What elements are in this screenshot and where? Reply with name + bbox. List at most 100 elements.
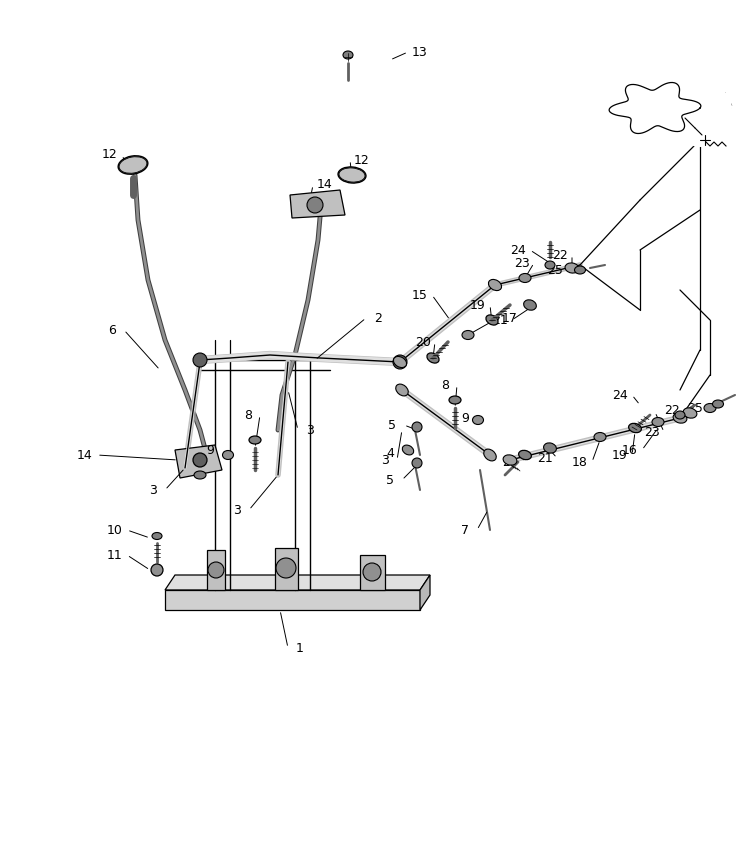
- Text: 24: 24: [612, 388, 628, 402]
- Polygon shape: [165, 575, 430, 590]
- Text: 20: 20: [415, 335, 431, 349]
- Ellipse shape: [545, 261, 555, 269]
- Ellipse shape: [519, 451, 532, 460]
- Text: 14: 14: [77, 449, 93, 462]
- Polygon shape: [420, 575, 430, 610]
- Text: 23: 23: [514, 256, 530, 269]
- Ellipse shape: [565, 263, 579, 273]
- Text: 25: 25: [547, 263, 563, 276]
- Ellipse shape: [339, 168, 365, 182]
- Circle shape: [363, 563, 381, 581]
- Ellipse shape: [118, 156, 148, 174]
- Polygon shape: [360, 555, 385, 590]
- Ellipse shape: [472, 416, 484, 424]
- Ellipse shape: [486, 315, 498, 325]
- Polygon shape: [609, 82, 701, 133]
- Ellipse shape: [683, 408, 697, 418]
- Circle shape: [608, 86, 652, 130]
- Text: 8: 8: [244, 409, 252, 422]
- Ellipse shape: [393, 357, 407, 368]
- Circle shape: [412, 422, 422, 432]
- Circle shape: [646, 101, 694, 149]
- Text: 3: 3: [381, 453, 389, 467]
- Text: 12: 12: [102, 149, 118, 162]
- Text: 19: 19: [612, 449, 628, 462]
- Ellipse shape: [396, 384, 408, 396]
- Text: 9: 9: [206, 444, 214, 457]
- Ellipse shape: [343, 51, 353, 59]
- Text: 21: 21: [537, 451, 553, 464]
- Text: 1: 1: [296, 641, 304, 654]
- Ellipse shape: [462, 331, 474, 339]
- Text: 2: 2: [374, 311, 382, 325]
- Text: 18: 18: [572, 456, 588, 469]
- Text: 23: 23: [644, 426, 660, 439]
- Circle shape: [678, 103, 722, 147]
- Ellipse shape: [712, 400, 723, 408]
- Text: 19: 19: [470, 298, 486, 311]
- Ellipse shape: [338, 167, 366, 183]
- Text: 21: 21: [492, 314, 508, 327]
- Ellipse shape: [704, 404, 716, 412]
- Circle shape: [648, 68, 688, 108]
- Text: 3: 3: [233, 504, 241, 516]
- Text: 5: 5: [386, 474, 394, 486]
- Ellipse shape: [484, 449, 496, 461]
- Text: 6: 6: [108, 323, 116, 337]
- Circle shape: [208, 562, 224, 578]
- Text: 10: 10: [107, 523, 123, 536]
- Circle shape: [151, 564, 163, 576]
- Text: 14: 14: [317, 179, 333, 192]
- Ellipse shape: [544, 443, 556, 453]
- Ellipse shape: [402, 445, 414, 455]
- Ellipse shape: [519, 274, 531, 282]
- Ellipse shape: [489, 280, 502, 291]
- Text: コントロールバルブ: コントロールバルブ: [674, 90, 726, 100]
- Polygon shape: [290, 190, 345, 218]
- Text: 7: 7: [461, 523, 469, 536]
- Text: 25: 25: [687, 402, 703, 415]
- Text: 8: 8: [441, 379, 449, 392]
- Ellipse shape: [119, 156, 147, 174]
- Text: 20: 20: [502, 456, 518, 469]
- Polygon shape: [275, 548, 298, 590]
- Text: 16: 16: [622, 444, 638, 457]
- Text: 9: 9: [461, 411, 469, 424]
- Ellipse shape: [673, 413, 687, 423]
- Text: 4: 4: [386, 446, 394, 459]
- Ellipse shape: [675, 411, 685, 419]
- Polygon shape: [175, 445, 222, 478]
- Circle shape: [393, 355, 407, 369]
- Ellipse shape: [575, 266, 586, 274]
- Circle shape: [307, 197, 323, 213]
- Ellipse shape: [194, 471, 206, 479]
- Ellipse shape: [249, 436, 261, 444]
- Circle shape: [193, 353, 207, 367]
- Text: 22: 22: [664, 404, 680, 416]
- Text: 3: 3: [149, 483, 157, 497]
- Ellipse shape: [223, 451, 234, 459]
- Ellipse shape: [629, 423, 641, 433]
- Text: Control Valve: Control Valve: [668, 101, 732, 111]
- Text: 24: 24: [510, 244, 526, 256]
- Text: 17: 17: [502, 311, 518, 325]
- Text: 3: 3: [306, 423, 314, 437]
- Text: 5: 5: [388, 418, 396, 432]
- Circle shape: [193, 453, 207, 467]
- Ellipse shape: [427, 353, 439, 363]
- Text: 13: 13: [412, 45, 428, 58]
- Text: 15: 15: [412, 288, 428, 302]
- Polygon shape: [165, 590, 420, 610]
- Circle shape: [622, 100, 662, 140]
- Ellipse shape: [152, 533, 162, 540]
- Circle shape: [412, 458, 422, 468]
- Ellipse shape: [652, 417, 664, 427]
- Text: 22: 22: [552, 249, 568, 262]
- Circle shape: [276, 558, 296, 578]
- Ellipse shape: [523, 300, 536, 310]
- Circle shape: [659, 74, 711, 126]
- Ellipse shape: [594, 433, 606, 441]
- Circle shape: [623, 76, 687, 140]
- Ellipse shape: [449, 396, 461, 404]
- Text: 11: 11: [107, 549, 123, 562]
